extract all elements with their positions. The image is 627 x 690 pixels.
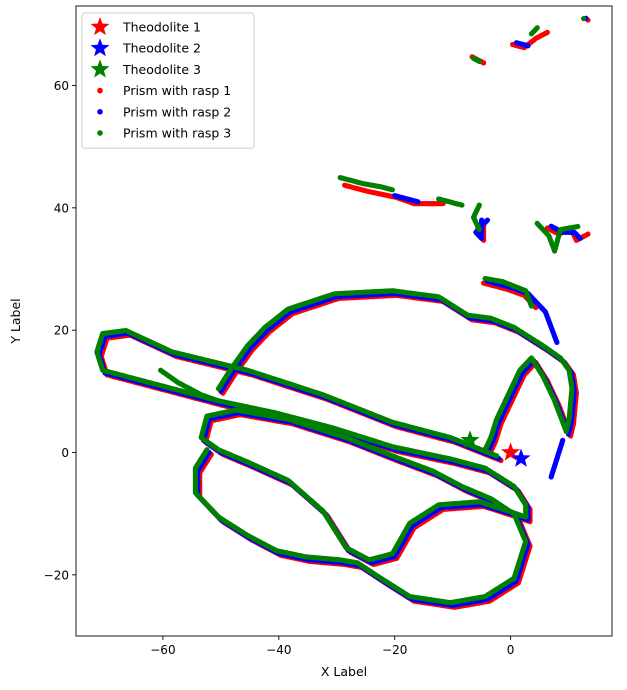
data-point — [484, 217, 491, 223]
data-point — [415, 199, 421, 205]
data-point — [544, 29, 550, 35]
plot-area — [94, 15, 591, 610]
data-point — [554, 339, 560, 346]
data-point — [525, 43, 531, 49]
data-point — [481, 60, 487, 66]
data-point — [548, 474, 554, 480]
data-point — [585, 231, 591, 237]
data-point — [577, 235, 583, 242]
series-3 — [94, 15, 587, 606]
